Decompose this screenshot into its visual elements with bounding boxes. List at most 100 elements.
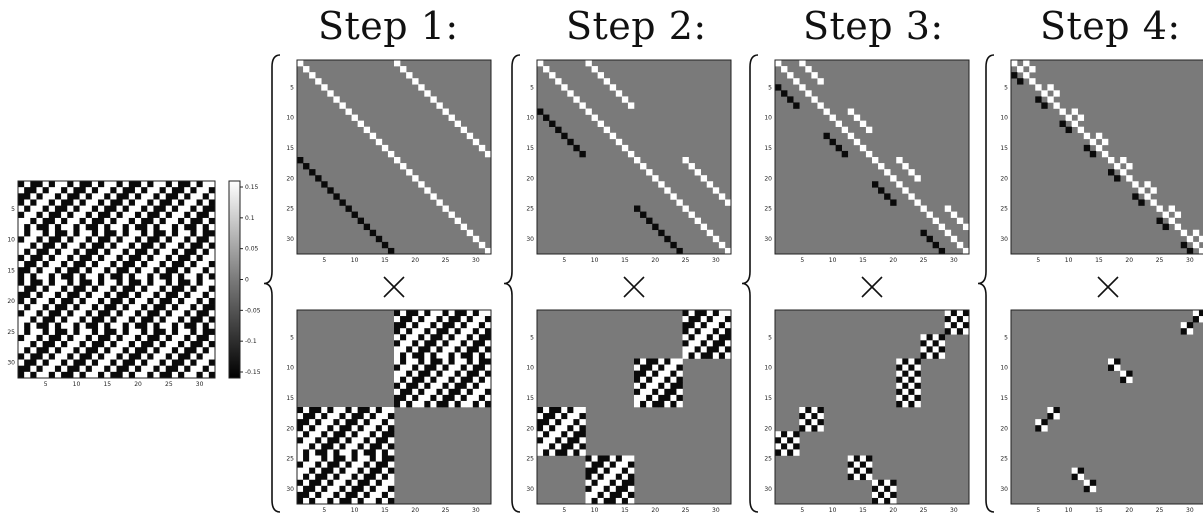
step-1-times-icon — [383, 276, 405, 298]
tick-label: 20 — [411, 507, 419, 514]
tick-label: 10 — [1065, 507, 1073, 514]
tick-label: 10 — [829, 507, 837, 514]
tick-label: 15 — [1095, 257, 1103, 264]
axis-ticks: 5 10 15 20 25 30 5 10 15 20 25 30 — [1000, 84, 1193, 264]
tick-label: 15 — [764, 145, 772, 152]
tick-label: 30 — [1000, 486, 1008, 493]
tick-label: 5 — [1036, 507, 1040, 514]
tick-label: 30 — [286, 236, 294, 243]
tick-label: 25 — [764, 206, 772, 213]
step-1-group: 5 10 15 20 25 30 5 10 15 20 25 30 5 10 15 20 25 30 5 10 15 20… — [263, 54, 492, 514]
tick-label: 5 — [768, 84, 772, 91]
colorbar: 0.15 0.1 0.05 0 -0.05 -0.1 -0.15 — [228, 180, 261, 379]
tick-label: 15 — [859, 257, 867, 264]
axis-ticks: 5 10 15 20 25 30 5 10 15 20 25 30 — [286, 334, 479, 514]
tick-label: 25 — [526, 206, 534, 213]
tick-label: 30 — [764, 486, 772, 493]
tick-label: 5 — [562, 257, 566, 264]
step-4-times-icon — [1097, 276, 1119, 298]
tick-label: 5 — [44, 381, 48, 388]
tick-label: 15 — [1095, 507, 1103, 514]
tick-label: 10 — [286, 365, 294, 372]
step-3-bottom-matrix — [774, 309, 970, 505]
tick-label: 20 — [651, 257, 659, 264]
tick-label: 15 — [286, 145, 294, 152]
tick-label: 20 — [1125, 507, 1133, 514]
tick-label: 5 — [800, 507, 804, 514]
step-4-top-matrix — [1010, 59, 1203, 255]
tick-label: 15 — [1000, 395, 1008, 402]
tick-label: 20 — [889, 257, 897, 264]
step-1-top-matrix — [296, 59, 492, 255]
colorbar-tick-label: 0.15 — [245, 184, 259, 191]
tick-label: 30 — [1000, 236, 1008, 243]
step-4-bottom-matrix — [1010, 309, 1203, 505]
axis-ticks: 5 10 15 20 25 30 5 10 15 20 25 30 — [526, 84, 719, 264]
step-1-brace — [263, 54, 281, 513]
colorbar-tick-label: -0.05 — [245, 307, 261, 314]
tick-label: 30 — [950, 257, 958, 264]
tick-label: 10 — [351, 507, 359, 514]
colorbar-tick-label: -0.1 — [245, 338, 257, 345]
step-3-group: 5 10 15 20 25 30 5 10 15 20 25 30 5 10 15 20 25 30 5 10 15 20… — [741, 54, 970, 514]
tick-label: 5 — [290, 84, 294, 91]
step-4-group: 5 10 15 20 25 30 5 10 15 20 25 30 5 10 15 20 25 30 5 10 15 20… — [977, 54, 1203, 514]
tick-label: 25 — [1156, 257, 1164, 264]
step-3-top-matrix — [774, 59, 970, 255]
tick-label: 25 — [764, 456, 772, 463]
tick-label: 5 — [1036, 257, 1040, 264]
tick-label: 25 — [920, 507, 928, 514]
tick-label: 30 — [472, 507, 480, 514]
step-1-bottom-matrix — [296, 309, 492, 505]
tick-label: 10 — [526, 115, 534, 122]
tick-label: 25 — [1000, 206, 1008, 213]
step-2-brace — [503, 54, 521, 513]
tick-label: 15 — [621, 507, 629, 514]
step-title-2: Step 2: — [566, 4, 707, 48]
step-2-times-icon — [623, 276, 645, 298]
step-title-4: Step 4: — [1040, 4, 1181, 48]
axis-ticks: 5 10 15 20 25 30 5 10 15 20 25 30 — [1000, 334, 1193, 514]
step-3-brace — [741, 54, 759, 513]
tick-label: 15 — [286, 395, 294, 402]
tick-label: 20 — [526, 425, 534, 432]
tick-label: 5 — [562, 507, 566, 514]
tick-label: 25 — [526, 456, 534, 463]
tick-label: 30 — [1186, 507, 1194, 514]
colorbar-tick-label: 0.1 — [245, 215, 255, 222]
tick-label: 15 — [103, 381, 111, 388]
tick-label: 15 — [381, 257, 389, 264]
tick-label: 5 — [768, 334, 772, 341]
tick-label: 25 — [1156, 507, 1164, 514]
tick-label: 15 — [764, 395, 772, 402]
tick-label: 5 — [322, 257, 326, 264]
tick-label: 15 — [381, 507, 389, 514]
tick-label: 25 — [682, 257, 690, 264]
colorbar-tick-label: 0 — [245, 277, 249, 284]
tick-label: 30 — [764, 236, 772, 243]
axis-ticks: 5 10 15 20 25 30 5 10 15 20 25 30 — [286, 84, 479, 264]
tick-label: 20 — [134, 381, 142, 388]
axis-ticks: 5 10 15 20 25 30 5 10 15 20 25 30 — [764, 334, 957, 514]
colorbar-tick-label: -0.15 — [245, 369, 261, 376]
step-2-group: 5 10 15 20 25 30 5 10 15 20 25 30 5 10 15 20 25 30 5 10 15 20… — [503, 54, 732, 514]
tick-label: 5 — [530, 84, 534, 91]
tick-label: 20 — [764, 425, 772, 432]
tick-label: 10 — [7, 237, 15, 244]
tick-label: 5 — [322, 507, 326, 514]
tick-label: 10 — [286, 115, 294, 122]
tick-label: 30 — [526, 486, 534, 493]
tick-label: 20 — [651, 507, 659, 514]
tick-label: 25 — [920, 257, 928, 264]
colorbar-ticks: 0.15 0.1 0.05 0 -0.05 -0.1 -0.15 — [240, 184, 261, 376]
tick-label: 20 — [286, 175, 294, 182]
tick-label: 20 — [286, 425, 294, 432]
axis-ticks: 5 10 15 20 25 30 5 10 15 20 25 30 — [7, 206, 203, 388]
colorbar-tick-label: 0.05 — [245, 246, 259, 253]
steps-container: 5 10 15 20 25 30 5 10 15 20 25 30 5 10 15 20 25 30 5 10 15 20… — [263, 54, 1203, 514]
step-title-3: Step 3: — [803, 4, 944, 48]
tick-label: 5 — [290, 334, 294, 341]
tick-label: 30 — [950, 507, 958, 514]
input-matrix-cells — [17, 180, 216, 379]
